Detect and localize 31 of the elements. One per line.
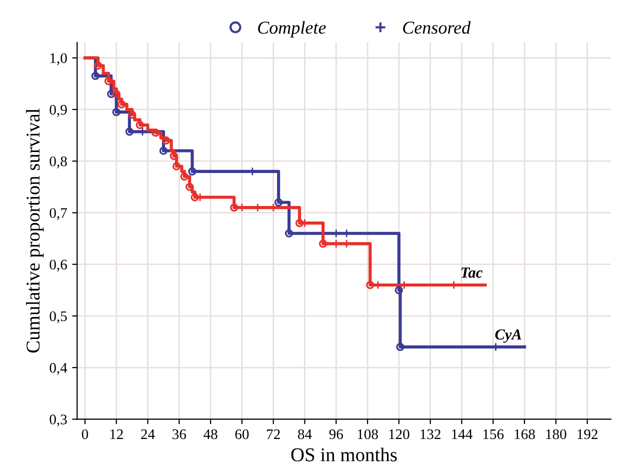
x-tick-label: 144 — [452, 429, 472, 440]
x-tick-label: 36 — [172, 429, 186, 440]
x-tick-label: 72 — [267, 429, 280, 440]
x-tick-label: 48 — [204, 429, 218, 440]
x-tick-label: 0 — [82, 429, 88, 440]
y-tick-label: 0,4 — [50, 362, 68, 375]
x-tick-label: 12 — [110, 429, 123, 440]
x-tick-label: 96 — [329, 429, 343, 440]
y-tick-label: 0,6 — [50, 260, 67, 272]
x-tick-label: 84 — [298, 429, 312, 440]
y-tick-label: 0,3 — [50, 414, 67, 426]
x-tick-label: 24 — [141, 429, 155, 440]
x-tick-label: 60 — [235, 429, 249, 440]
x-tick-label: 120 — [389, 429, 410, 440]
series-label: CyA — [495, 329, 522, 343]
y-tick-label: 0,9 — [50, 104, 67, 117]
x-axis-title: OS in months — [291, 448, 397, 462]
y-tick-label: 0,7 — [50, 208, 67, 220]
legend-label: Complete — [258, 21, 326, 38]
y-tick-label: 0,8 — [50, 156, 67, 168]
x-tick-label: 108 — [358, 429, 378, 440]
x-tick-label: 180 — [546, 429, 566, 440]
series-label: Tac — [461, 268, 482, 278]
x-tick-label: 132 — [420, 429, 440, 440]
y-axis-title: Cumulative proportion survival — [26, 108, 44, 353]
y-tick-label: 1,0 — [50, 53, 67, 66]
x-tick-label: 168 — [514, 429, 535, 440]
legend-label: Censored — [403, 21, 471, 34]
y-tick-label: 0,5 — [50, 311, 67, 324]
x-tick-label: 192 — [578, 429, 598, 440]
x-tick-label: 156 — [483, 429, 504, 440]
